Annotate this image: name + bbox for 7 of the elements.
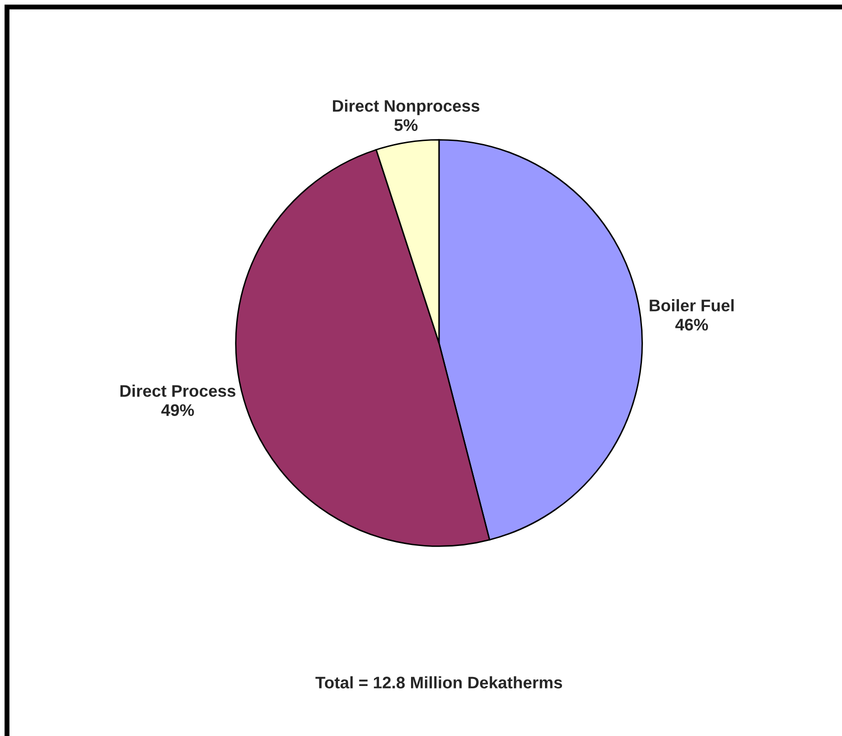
data-label: 46% — [675, 318, 708, 331]
slice-label: Boiler Fuel — [650, 299, 734, 312]
slice-label: Direct Process — [120, 384, 236, 397]
text: Total = 12.8 Million Dekatherms — [315, 676, 562, 688]
data-label: 49% — [161, 404, 194, 416]
slice-label: Direct Nonprocess — [332, 100, 480, 116]
data-label: 5% — [394, 119, 418, 131]
